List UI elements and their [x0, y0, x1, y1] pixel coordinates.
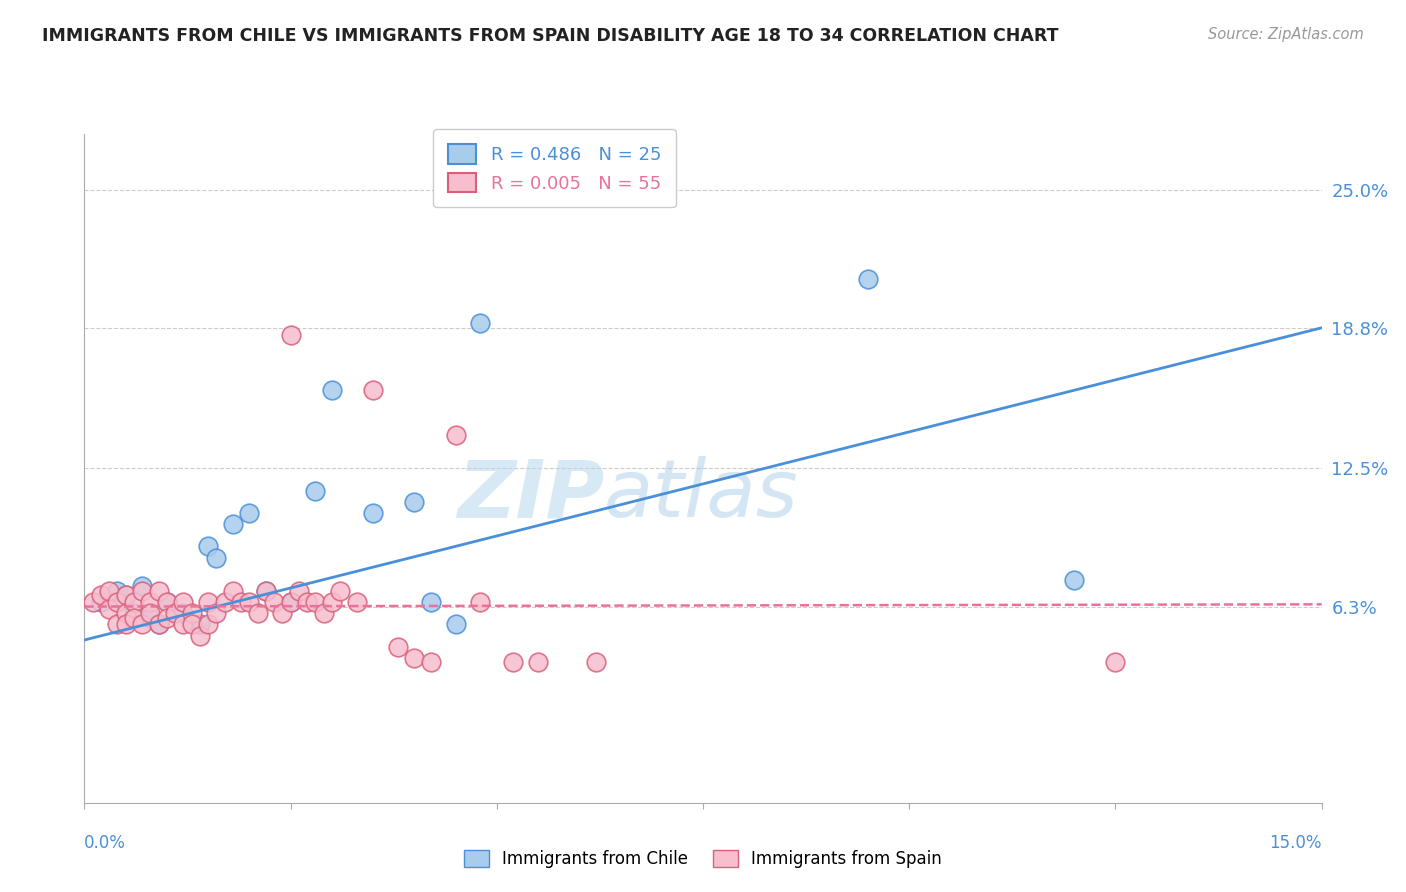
Point [329, 584, 352, 599]
Point [180, 607, 202, 621]
Point [214, 595, 236, 609]
Point [188, 617, 211, 632]
Point [156, 611, 179, 625]
Point [280, 595, 302, 609]
Point [82, 595, 104, 609]
Point [295, 595, 318, 609]
Point [156, 595, 179, 609]
Point [321, 595, 343, 609]
Text: 15.0%: 15.0% [1270, 834, 1322, 852]
Point [470, 317, 492, 331]
Legend: R = 0.486   N = 25, R = 0.005   N = 55: R = 0.486 N = 25, R = 0.005 N = 55 [433, 129, 676, 207]
Text: atlas: atlas [605, 456, 799, 534]
Point [172, 595, 194, 609]
Point [156, 595, 179, 609]
Point [304, 595, 326, 609]
Point [188, 628, 211, 642]
Point [280, 327, 302, 342]
Point [131, 584, 153, 599]
Point [172, 607, 194, 621]
Point [172, 617, 194, 632]
Point [148, 617, 170, 632]
Point [444, 617, 467, 632]
Point [131, 617, 153, 632]
Point [139, 595, 162, 609]
Point [312, 607, 335, 621]
Point [404, 494, 426, 508]
Point [114, 617, 136, 632]
Point [165, 607, 187, 621]
Point [90, 595, 112, 609]
Point [205, 550, 228, 565]
Point [131, 580, 153, 594]
Point [122, 607, 145, 621]
Point [361, 506, 384, 520]
Point [387, 640, 409, 654]
Point [114, 589, 136, 603]
Point [263, 595, 285, 609]
Point [105, 584, 128, 599]
Point [148, 617, 170, 632]
Point [139, 611, 162, 625]
Point [180, 617, 202, 632]
Point [229, 595, 252, 609]
Point [419, 655, 441, 669]
Point [419, 595, 441, 609]
Point [122, 595, 145, 609]
Point [122, 611, 145, 625]
Point [346, 595, 368, 609]
Point [98, 602, 121, 616]
Point [222, 584, 245, 599]
Point [197, 539, 219, 553]
Point [246, 607, 269, 621]
Point [205, 607, 228, 621]
Point [304, 483, 326, 498]
Point [98, 584, 121, 599]
Legend: Immigrants from Chile, Immigrants from Spain: Immigrants from Chile, Immigrants from S… [457, 843, 949, 875]
Point [527, 655, 550, 669]
Text: 0.0%: 0.0% [84, 834, 127, 852]
Point [280, 595, 302, 609]
Point [197, 595, 219, 609]
Point [444, 428, 467, 442]
Point [238, 506, 260, 520]
Point [271, 607, 294, 621]
Point [114, 589, 136, 603]
Point [238, 595, 260, 609]
Point [288, 584, 311, 599]
Point [404, 651, 426, 665]
Point [105, 617, 128, 632]
Text: Source: ZipAtlas.com: Source: ZipAtlas.com [1208, 27, 1364, 42]
Point [502, 655, 524, 669]
Point [148, 584, 170, 599]
Point [197, 617, 219, 632]
Point [321, 384, 343, 398]
Point [1063, 573, 1085, 587]
Point [222, 517, 245, 532]
Text: IMMIGRANTS FROM CHILE VS IMMIGRANTS FROM SPAIN DISABILITY AGE 18 TO 34 CORRELATI: IMMIGRANTS FROM CHILE VS IMMIGRANTS FROM… [42, 27, 1059, 45]
Point [139, 607, 162, 621]
Point [470, 595, 492, 609]
Text: ZIP: ZIP [457, 456, 605, 534]
Point [856, 272, 879, 286]
Point [361, 384, 384, 398]
Point [1104, 655, 1126, 669]
Point [105, 595, 128, 609]
Point [254, 584, 277, 599]
Point [90, 589, 112, 603]
Point [114, 607, 136, 621]
Point [254, 584, 277, 599]
Point [585, 655, 607, 669]
